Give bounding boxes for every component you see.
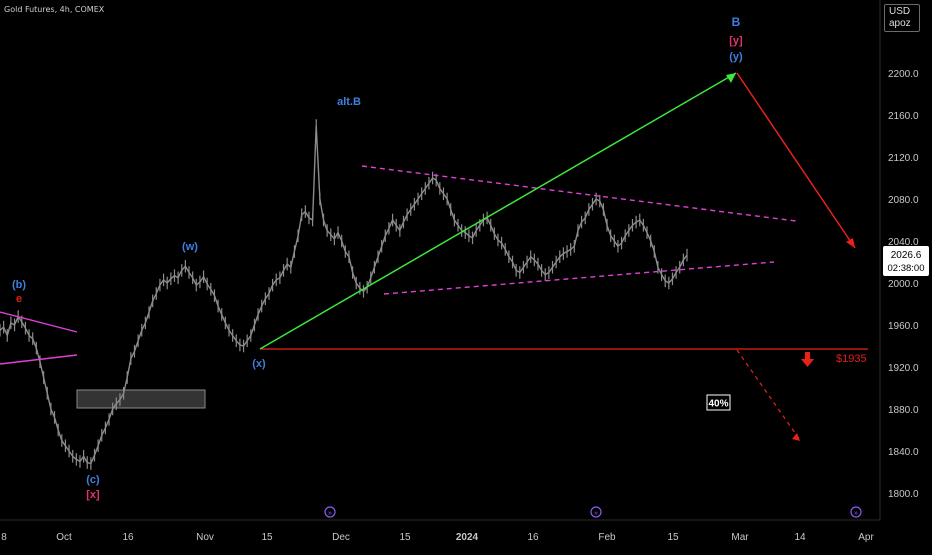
wedge-lower-line [0, 354, 78, 365]
target-price-label: $1935 [836, 353, 867, 365]
price-line [0, 125, 688, 465]
bullish-projection-line [259, 72, 737, 350]
x-tick-label: Dec [332, 532, 350, 543]
event-marker-glyph: » [594, 510, 598, 517]
wave-label-B: B [732, 15, 741, 29]
y-tick-label: 2160.0 [888, 111, 919, 122]
triangle-lower-line [383, 261, 775, 295]
wave-label-y-bracket: [y] [729, 35, 743, 47]
alt-bearish-dashed-line [736, 349, 801, 441]
y-tick-label: 2040.0 [888, 237, 919, 248]
wave-label-c: (c) [86, 474, 100, 486]
x-tick-label: Oct [56, 532, 72, 543]
x-tick-label: 2024 [456, 532, 479, 543]
x-tick-label: 8 [1, 532, 7, 543]
wave-label-alt-b: alt.B [337, 96, 361, 108]
x-tick-label: Apr [858, 532, 874, 543]
wave-label-y: (y) [729, 51, 743, 63]
bearish-projection-line [736, 72, 856, 249]
y-tick-label: 1880.0 [888, 405, 919, 416]
wave-label-x-bracket: [x] [86, 489, 100, 501]
event-marker-glyph: » [328, 510, 332, 517]
x-tick-label: Nov [196, 532, 214, 543]
bar-countdown: 02:38:00 [888, 263, 925, 274]
triangle-upper-line [361, 165, 797, 222]
currency-mode: apoz [889, 18, 911, 29]
y-tick-label: 2000.0 [888, 279, 919, 290]
last-price-tag [883, 246, 929, 276]
y-tick-label: 2200.0 [888, 69, 919, 80]
event-marker-icon [850, 506, 862, 518]
y-tick-label: 1960.0 [888, 321, 919, 332]
bullish-arrowhead [726, 73, 736, 83]
wave-label-b: (b) [12, 279, 26, 291]
wedge-upper-line [0, 311, 78, 333]
y-tick-label: 1840.0 [888, 447, 919, 458]
event-marker-icon [590, 506, 602, 518]
currency-selector[interactable]: USD apoz [884, 4, 920, 32]
y-tick-label: 2080.0 [888, 195, 919, 206]
wave-label-x: (x) [252, 358, 266, 370]
bearish-arrowhead [846, 238, 855, 248]
y-tick-label: 2120.0 [888, 153, 919, 164]
y-tick-label: 1920.0 [888, 363, 919, 374]
x-tick-label: 15 [261, 532, 273, 543]
x-tick-label: 16 [122, 532, 134, 543]
probability-text: 40% [708, 399, 728, 410]
x-tick-label: Feb [598, 532, 616, 543]
last-price-value: 2026.6 [891, 250, 922, 261]
chart-title: Gold Futures, 4h, COMEX [4, 5, 105, 14]
y-tick-label: 1800.0 [888, 489, 919, 500]
consolidation-zone [76, 389, 206, 409]
x-tick-label: Mar [731, 532, 749, 543]
x-tick-label: 14 [794, 532, 806, 543]
event-marker-icon [324, 506, 336, 518]
x-tick-label: 16 [527, 532, 539, 543]
currency-code: USD [889, 6, 911, 17]
x-tick-label: 15 [399, 532, 411, 543]
probability-badge [706, 394, 731, 411]
wave-label-w: (w) [182, 241, 198, 253]
down-arrow-icon [801, 352, 814, 367]
wave-label-e: e [16, 293, 22, 305]
x-tick-label: 15 [667, 532, 679, 543]
alt-bearish-arrowhead [792, 433, 800, 441]
event-marker-glyph: » [854, 510, 858, 517]
